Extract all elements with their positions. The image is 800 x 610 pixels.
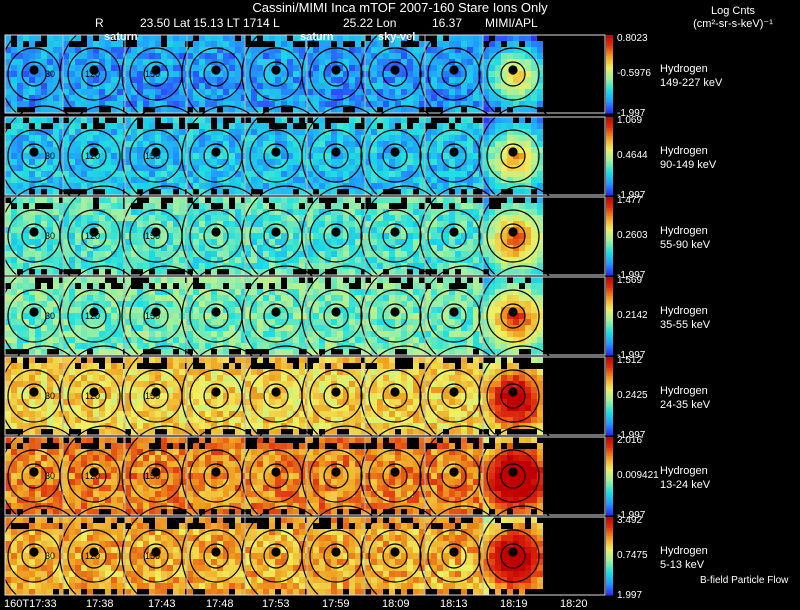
x-tick-label: 18:13 xyxy=(440,598,468,610)
energy-label-4: 35-55 keV xyxy=(660,319,710,332)
species-label-7: Hydrogen xyxy=(660,545,708,558)
colorbar-units-line2: (cm²-sr-s-keV)⁻¹ xyxy=(668,18,798,31)
x-tick-label: 17:38 xyxy=(86,598,114,610)
species-label-5: Hydrogen xyxy=(660,385,708,398)
colorbar-mid-1: -0.5976 xyxy=(617,69,651,79)
species-label-2: Hydrogen xyxy=(660,145,708,158)
svg-text:30: 30 xyxy=(45,151,55,161)
colorbar-mid-7: 0.7475 xyxy=(617,551,648,561)
energy-label-7: 5-13 keV xyxy=(660,559,704,572)
svg-text:30: 30 xyxy=(45,311,55,321)
overlay-label-sky-vel: sky-vel xyxy=(378,31,415,43)
svg-text:150: 150 xyxy=(145,69,160,79)
svg-text:120: 120 xyxy=(85,231,100,241)
colorbar-3 xyxy=(606,197,613,276)
x-tick-label: 17:59 xyxy=(322,598,350,610)
svg-text:120: 120 xyxy=(85,69,100,79)
colorbar-max-2: 1.069 xyxy=(617,116,642,126)
colorbar-4 xyxy=(606,277,613,356)
x-tick-label: 18:20 xyxy=(560,598,588,610)
species-label-1: Hydrogen xyxy=(660,63,708,76)
x-tick-label: 17:48 xyxy=(206,598,234,610)
svg-text:120: 120 xyxy=(85,311,100,321)
ephemeris-source: MIMI/APL xyxy=(485,17,538,30)
x-tick-label: 18:19 xyxy=(500,598,528,610)
svg-text:150: 150 xyxy=(145,151,160,161)
species-label-3: Hydrogen xyxy=(660,225,708,238)
energy-label-1: 149-227 keV xyxy=(660,77,722,90)
colorbar-min-7: 1.997 xyxy=(617,591,642,601)
colorbar-1 xyxy=(606,35,613,114)
overlay-label-saturn-1: saturn xyxy=(104,31,138,43)
x-tick-label: 18:09 xyxy=(382,598,410,610)
colorbar-6 xyxy=(606,437,613,516)
ephemeris-lat-lt: 23.50 Lat 15.13 LT 1714 L xyxy=(140,17,280,30)
svg-text:150: 150 xyxy=(145,231,160,241)
colorbar-units-line1: Log Cnts xyxy=(668,5,798,18)
x-tick-label: 17:53 xyxy=(262,598,290,610)
svg-text:30: 30 xyxy=(45,69,55,79)
colorbar-mid-6: 0.009421 xyxy=(617,471,659,481)
x-tick-label: 17:43 xyxy=(148,598,176,610)
colorbar-max-6: 2.016 xyxy=(617,436,642,446)
colorbar-mid-4: 0.2142 xyxy=(617,311,648,321)
svg-text:120: 120 xyxy=(85,151,100,161)
colorbar-max-7: 3.492 xyxy=(617,516,642,526)
ephemeris-r: R xyxy=(95,17,104,30)
species-label-4: Hydrogen xyxy=(660,305,708,318)
colorbar-7 xyxy=(606,517,613,596)
x-tick-label: 160T17:33 xyxy=(4,598,57,610)
colorbar-mid-3: 0.2603 xyxy=(617,231,648,241)
overlay-label-saturn-2: saturn xyxy=(300,31,334,43)
colorbar-max-3: 1.477 xyxy=(617,196,642,206)
ephemeris-value: 16.37 xyxy=(432,17,462,30)
svg-text:150: 150 xyxy=(145,311,160,321)
colorbar-5 xyxy=(606,357,613,436)
energy-label-5: 24-35 keV xyxy=(660,399,710,412)
svg-text:30: 30 xyxy=(45,231,55,241)
ephemeris-lon: 25.22 Lon xyxy=(343,17,396,30)
colorbar-mid-2: 0.4644 xyxy=(617,151,648,161)
colorbar-max-5: 1.512 xyxy=(617,356,642,366)
energy-label-6: 13-24 keV xyxy=(660,479,710,492)
colorbar-max-4: 1.569 xyxy=(617,276,642,286)
colorbar-mid-5: 0.2425 xyxy=(617,391,648,401)
colorbar-2 xyxy=(606,117,613,196)
colorbar-max-1: 0.8023 xyxy=(617,34,648,44)
energy-label-3: 55-90 keV xyxy=(660,239,710,252)
energy-label-2: 90-149 keV xyxy=(660,159,716,172)
footer-note: B-field Particle Flow xyxy=(700,574,788,587)
species-label-6: Hydrogen xyxy=(660,465,708,478)
